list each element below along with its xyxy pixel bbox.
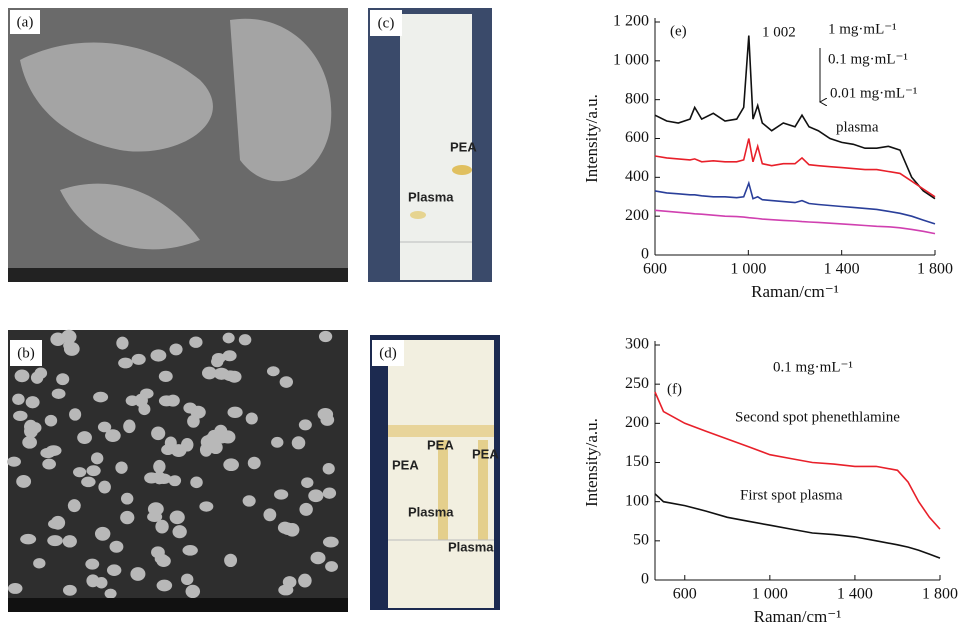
plate-text: Plasma — [408, 504, 454, 519]
line-series — [655, 210, 935, 233]
y-tick-label: 1 200 — [613, 13, 649, 30]
x-tick-label: 1 000 — [730, 261, 766, 278]
sem-image — [8, 330, 348, 612]
y-tick-label: 400 — [625, 168, 649, 185]
annotation: 0.1 mg·mL⁻¹ — [828, 51, 908, 67]
y-tick-label: 50 — [633, 532, 649, 549]
annotation: Second spot phenethlamine — [735, 409, 900, 425]
figure: (a) (b) (c) PEA Plasma (d) PEA PEA PEA P… — [0, 0, 960, 629]
plate-text: Plasma — [448, 539, 494, 554]
y-axis-label: Intensity/a.u. — [582, 94, 601, 183]
y-tick-label: 300 — [625, 336, 649, 353]
x-tick-label: 1 000 — [752, 586, 788, 603]
y-tick-label: 600 — [625, 129, 649, 146]
panel-label: (a) — [17, 14, 34, 30]
spot — [452, 165, 472, 175]
panel-label: (f) — [667, 381, 682, 397]
line-series — [655, 494, 940, 558]
spot — [410, 211, 426, 219]
y-tick-label: 150 — [625, 453, 649, 470]
sem-bar — [8, 598, 348, 612]
x-tick-label: 600 — [643, 261, 667, 278]
plate-text: PEA — [427, 437, 454, 452]
lane — [438, 440, 448, 540]
y-tick-label: 1 000 — [613, 52, 649, 69]
x-tick-label: 1 400 — [837, 586, 873, 603]
y-tick-label: 250 — [625, 375, 649, 392]
annotation: 0.1 mg·mL⁻¹ — [773, 359, 853, 375]
y-tick-label: 200 — [625, 207, 649, 224]
x-tick-label: 1 800 — [922, 586, 958, 603]
panel-label: (b) — [17, 345, 35, 361]
sem-bar — [8, 268, 348, 282]
solvent-front — [388, 425, 494, 437]
annotation: plasma — [836, 119, 879, 135]
y-tick-label: 100 — [625, 492, 649, 509]
y-tick-label: 0 — [641, 571, 649, 588]
plate-text: Plasma — [408, 189, 454, 204]
x-tick-label: 600 — [673, 586, 697, 603]
annotation: 1 mg·mL⁻¹ — [828, 21, 897, 37]
y-tick-label: 800 — [625, 90, 649, 107]
x-axis-label: Raman/cm⁻¹ — [751, 282, 839, 301]
annotation: 1 002 — [762, 24, 796, 40]
plate-text: PEA — [450, 139, 477, 154]
panel-label: (e) — [670, 23, 687, 39]
plate-text: PEA — [472, 446, 499, 461]
y-axis-label: Intensity/a.u. — [582, 418, 601, 507]
y-tick-label: 200 — [625, 414, 649, 431]
annotation: 0.01 mg·mL⁻¹ — [830, 85, 917, 101]
x-tick-label: 1 400 — [824, 261, 860, 278]
annotation: First spot plasma — [740, 487, 843, 503]
panel-label: (d) — [379, 345, 397, 361]
panel-label: (c) — [378, 15, 395, 31]
plate-text: PEA — [392, 457, 419, 472]
line-series — [655, 183, 935, 224]
x-tick-label: 1 800 — [917, 261, 953, 278]
x-axis-label: Raman/cm⁻¹ — [754, 607, 842, 626]
